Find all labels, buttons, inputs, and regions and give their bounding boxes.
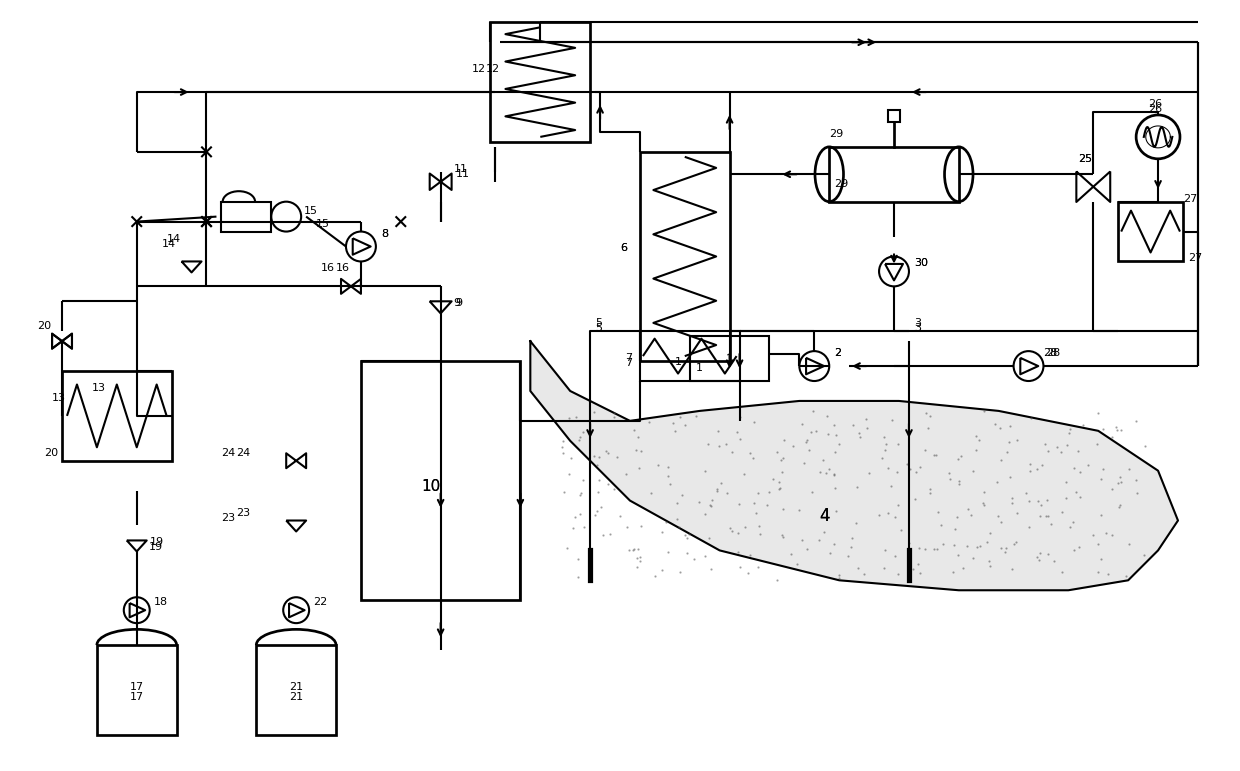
- Text: 15: 15: [304, 206, 319, 216]
- Polygon shape: [531, 341, 1178, 591]
- Text: 9: 9: [455, 298, 463, 308]
- Text: 2: 2: [835, 348, 842, 358]
- Text: 1: 1: [727, 354, 733, 364]
- Bar: [361, 361, 521, 601]
- Bar: [640, 332, 739, 381]
- Text: 25: 25: [1079, 153, 1092, 163]
- Bar: [62, 371, 171, 461]
- Text: 13: 13: [92, 383, 105, 393]
- Text: 25: 25: [1079, 153, 1092, 163]
- Text: 8: 8: [381, 228, 388, 238]
- Text: 24: 24: [237, 448, 250, 458]
- Text: 2: 2: [835, 348, 842, 358]
- Bar: [1118, 202, 1183, 261]
- Text: 20: 20: [45, 448, 58, 458]
- Text: 19: 19: [150, 537, 164, 547]
- Text: 28: 28: [1047, 348, 1060, 358]
- Text: 3: 3: [914, 318, 921, 328]
- Text: 21: 21: [289, 682, 304, 692]
- Text: 8: 8: [381, 228, 388, 238]
- Text: 1: 1: [675, 357, 682, 367]
- Text: 6: 6: [620, 244, 627, 254]
- Text: 20: 20: [37, 322, 51, 332]
- Text: 7: 7: [625, 353, 632, 363]
- Text: 4: 4: [820, 507, 830, 524]
- Text: 13: 13: [52, 393, 66, 403]
- Text: 9: 9: [454, 298, 461, 308]
- Text: 10: 10: [422, 479, 440, 493]
- Text: 7: 7: [625, 358, 632, 368]
- Text: 1: 1: [696, 363, 703, 373]
- Text: 29: 29: [835, 179, 848, 189]
- Text: 27: 27: [1183, 194, 1197, 204]
- Text: 26: 26: [1148, 99, 1162, 109]
- Text: 14: 14: [161, 238, 176, 248]
- Text: 16: 16: [336, 264, 350, 274]
- Text: 19: 19: [149, 543, 162, 552]
- Bar: [888, 110, 900, 122]
- Text: 27: 27: [1188, 254, 1203, 264]
- Text: 21: 21: [289, 692, 304, 702]
- Text: 30: 30: [914, 258, 928, 268]
- Bar: [689, 336, 770, 381]
- Text: 11: 11: [455, 169, 470, 179]
- Text: 28: 28: [1044, 348, 1058, 358]
- Text: 12: 12: [486, 64, 500, 74]
- Text: 18: 18: [154, 598, 167, 608]
- Text: 11: 11: [454, 163, 467, 173]
- Text: 5: 5: [595, 318, 603, 328]
- Text: 24: 24: [222, 448, 236, 458]
- Text: 14: 14: [166, 234, 181, 244]
- Text: 10: 10: [422, 479, 440, 493]
- Text: 3: 3: [914, 323, 921, 333]
- Bar: [222, 202, 272, 231]
- Text: 5: 5: [595, 323, 603, 333]
- Text: 23: 23: [222, 513, 236, 523]
- Text: 17: 17: [130, 682, 144, 692]
- Text: 23: 23: [237, 507, 250, 517]
- Bar: [257, 645, 336, 735]
- Text: 17: 17: [130, 692, 144, 702]
- Text: 6: 6: [620, 244, 627, 254]
- Text: 26: 26: [1148, 104, 1162, 114]
- Text: 12: 12: [471, 64, 486, 74]
- Bar: [640, 152, 729, 361]
- Bar: [491, 22, 590, 142]
- Text: 29: 29: [830, 129, 843, 139]
- Text: 30: 30: [914, 258, 928, 268]
- Bar: [97, 645, 176, 735]
- Text: 15: 15: [316, 218, 330, 228]
- Bar: [830, 146, 959, 202]
- Text: 22: 22: [314, 598, 327, 608]
- Text: 4: 4: [820, 507, 830, 524]
- Text: 16: 16: [321, 264, 335, 274]
